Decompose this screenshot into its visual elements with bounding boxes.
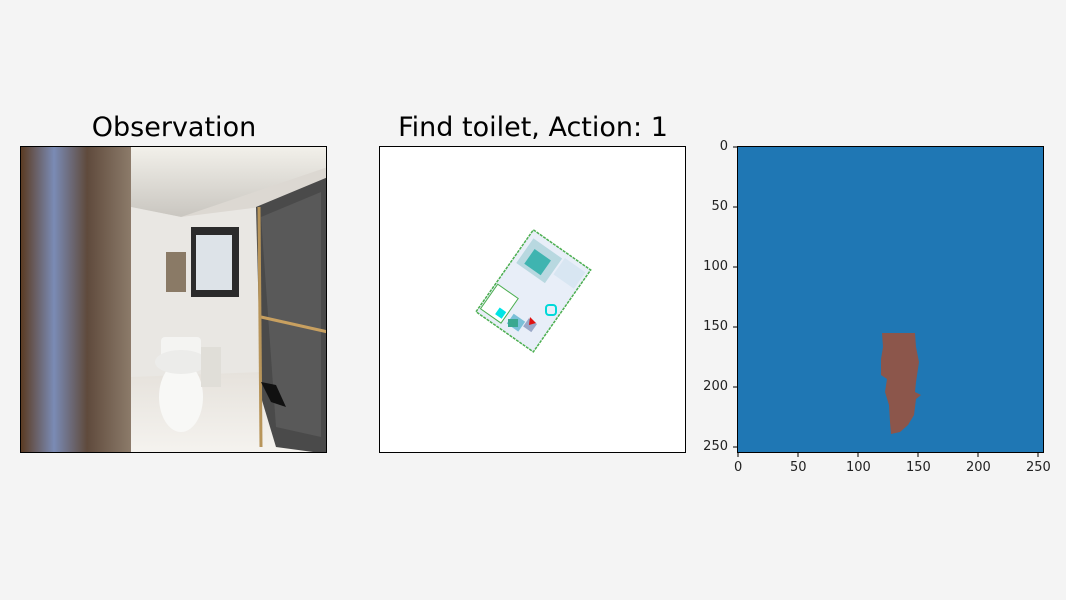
y-tick-label: 100 [703,259,728,274]
mask-plot [737,146,1044,453]
y-tick-label: 0 [719,139,728,154]
map-title: Find toilet, Action: 1 [398,112,668,143]
top-down-map [474,228,592,353]
y-tick-label: 250 [703,439,728,454]
bathroom-photo [21,147,326,452]
x-tick-label: 100 [846,460,871,475]
y-tick-label: 150 [703,319,728,334]
observation-title: Observation [91,112,257,143]
object-mask [881,333,921,434]
y-tick-label: 200 [703,379,728,394]
map-frame [379,146,686,453]
x-tick-label: 150 [906,460,931,475]
x-tick-label: 0 [734,460,743,475]
x-tick-label: 250 [1026,460,1051,475]
y-tick-label: 50 [711,199,728,214]
x-tick-label: 200 [966,460,991,475]
x-tick-label: 50 [790,460,807,475]
observation-image [20,146,327,453]
